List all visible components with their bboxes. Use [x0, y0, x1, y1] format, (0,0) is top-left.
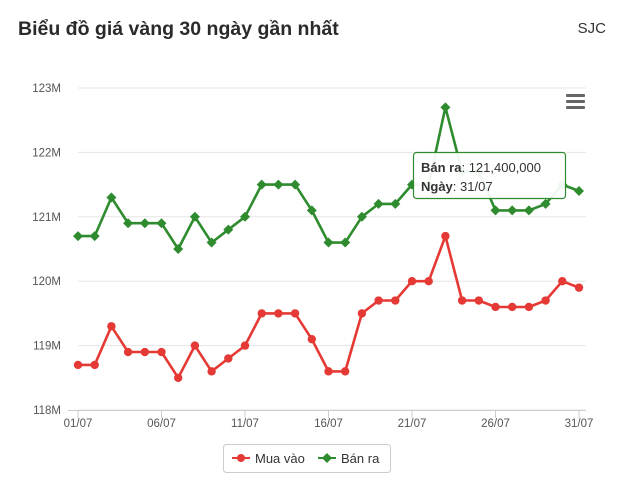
data-point-sell[interactable] [390, 198, 401, 209]
y-axis: 118M 119M 120M 121M 122M 123M [32, 83, 61, 417]
data-point-sell[interactable] [507, 205, 518, 216]
data-point-buy[interactable] [174, 373, 183, 382]
data-point-sell[interactable] [73, 231, 83, 242]
data-point-sell[interactable] [106, 192, 117, 203]
x-tick-label: 21/07 [398, 418, 427, 430]
data-point-buy[interactable] [290, 309, 300, 318]
data-point-sell[interactable] [240, 211, 250, 222]
data-point-sell[interactable] [323, 237, 334, 248]
x-tick-label: 11/07 [231, 418, 259, 430]
series-layer [73, 102, 584, 382]
data-point-buy[interactable] [558, 277, 567, 286]
legend-label-sell: Bán ra [341, 451, 380, 466]
y-tick-label: 118M [33, 405, 61, 417]
data-point-sell[interactable] [189, 211, 200, 222]
data-point-buy[interactable] [491, 302, 500, 312]
svg-text:Bán ra: 121,400,000: Bán ra: 121,400,000 [421, 160, 541, 175]
data-point-buy[interactable] [90, 360, 99, 370]
data-point-buy[interactable] [374, 296, 383, 305]
hamburger-menu-icon[interactable] [566, 94, 585, 109]
data-point-buy[interactable] [541, 296, 550, 305]
data-point-buy[interactable] [240, 341, 250, 350]
data-point-buy[interactable] [524, 302, 534, 312]
series-line-buy [76, 234, 581, 380]
data-point-sell[interactable] [490, 205, 501, 216]
data-point-sell[interactable] [223, 224, 234, 235]
x-tick-label: 06/07 [147, 418, 176, 430]
y-tick-label: 119M [33, 341, 61, 353]
data-point-buy[interactable] [107, 322, 116, 331]
tooltip-date: 31/07 [460, 179, 493, 194]
data-point-buy[interactable] [190, 341, 200, 350]
legend-item-sell[interactable]: Bán ra [318, 451, 380, 466]
data-point-buy[interactable] [324, 367, 333, 376]
tooltip-date-label: Ngày [421, 179, 454, 194]
data-point-sell[interactable] [273, 179, 284, 190]
data-point-sell[interactable] [89, 231, 100, 242]
tooltip-series-label: Bán ra [421, 160, 462, 175]
data-point-buy[interactable] [407, 277, 417, 286]
data-point-sell[interactable] [540, 198, 551, 209]
y-tick-label: 120M [32, 276, 61, 288]
tooltip-value: 121,400,000 [469, 160, 541, 175]
data-point-sell[interactable] [306, 205, 317, 216]
data-point-sell[interactable] [340, 237, 351, 248]
data-point-buy[interactable] [424, 277, 433, 286]
data-point-buy[interactable] [73, 360, 83, 370]
data-point-sell[interactable] [440, 102, 451, 113]
data-point-buy[interactable] [357, 309, 367, 318]
data-point-buy[interactable] [123, 347, 133, 357]
data-point-buy[interactable] [391, 296, 400, 305]
y-tick-label: 122M [32, 147, 61, 159]
data-point-sell[interactable] [123, 218, 134, 229]
x-tick-label: 16/07 [314, 418, 343, 430]
y-tick-label: 123M [32, 83, 61, 95]
data-point-sell[interactable] [206, 237, 217, 248]
data-point-sell[interactable] [373, 198, 384, 209]
y-tick-label: 121M [32, 212, 61, 224]
legend-marker-sell [322, 453, 332, 463]
data-point-buy[interactable] [441, 231, 450, 241]
grid-lines [78, 87, 586, 411]
data-point-sell[interactable] [173, 244, 184, 254]
data-point-buy[interactable] [157, 347, 166, 357]
data-point-sell[interactable] [523, 205, 534, 216]
data-point-buy[interactable] [307, 334, 316, 344]
data-point-buy[interactable] [457, 296, 467, 305]
data-point-sell[interactable] [156, 218, 167, 229]
legend-label-buy: Mua vào [255, 451, 305, 466]
tooltip: Bán ra: 121,400,000 Ngày: 31/07 [412, 151, 567, 200]
data-point-buy[interactable] [274, 309, 283, 318]
data-point-sell[interactable] [290, 179, 301, 190]
x-tick-label: 26/07 [481, 418, 510, 430]
data-point-buy[interactable] [341, 367, 350, 376]
legend-item-buy[interactable]: Mua vào [232, 451, 305, 466]
data-point-buy[interactable] [574, 283, 584, 292]
source-label: SJC [577, 20, 606, 37]
x-axis: 01/07 06/07 11/07 16/07 21/07 26/07 31/07 [64, 410, 594, 430]
data-point-buy[interactable] [224, 354, 233, 363]
svg-text:Ngày: 31/07: Ngày: 31/07 [421, 179, 493, 194]
x-tick-label: 01/07 [64, 418, 93, 430]
data-point-buy[interactable] [508, 302, 517, 312]
data-point-buy[interactable] [257, 309, 266, 318]
x-tick-label: 31/07 [565, 418, 594, 430]
data-point-sell[interactable] [574, 186, 584, 197]
chart-title: Biểu đồ giá vàng 30 ngày gần nhất [18, 18, 339, 40]
legend-marker-buy [237, 454, 245, 462]
chart-header: Biểu đồ giá vàng 30 ngày gần nhất SJC [18, 18, 606, 48]
data-point-sell[interactable] [139, 218, 150, 229]
data-point-sell[interactable] [356, 211, 367, 222]
data-point-buy[interactable] [474, 296, 483, 305]
legend: Mua vào Bán ra [223, 444, 391, 473]
data-point-sell[interactable] [256, 179, 267, 190]
data-point-buy[interactable] [140, 347, 149, 357]
data-point-buy[interactable] [207, 367, 216, 376]
